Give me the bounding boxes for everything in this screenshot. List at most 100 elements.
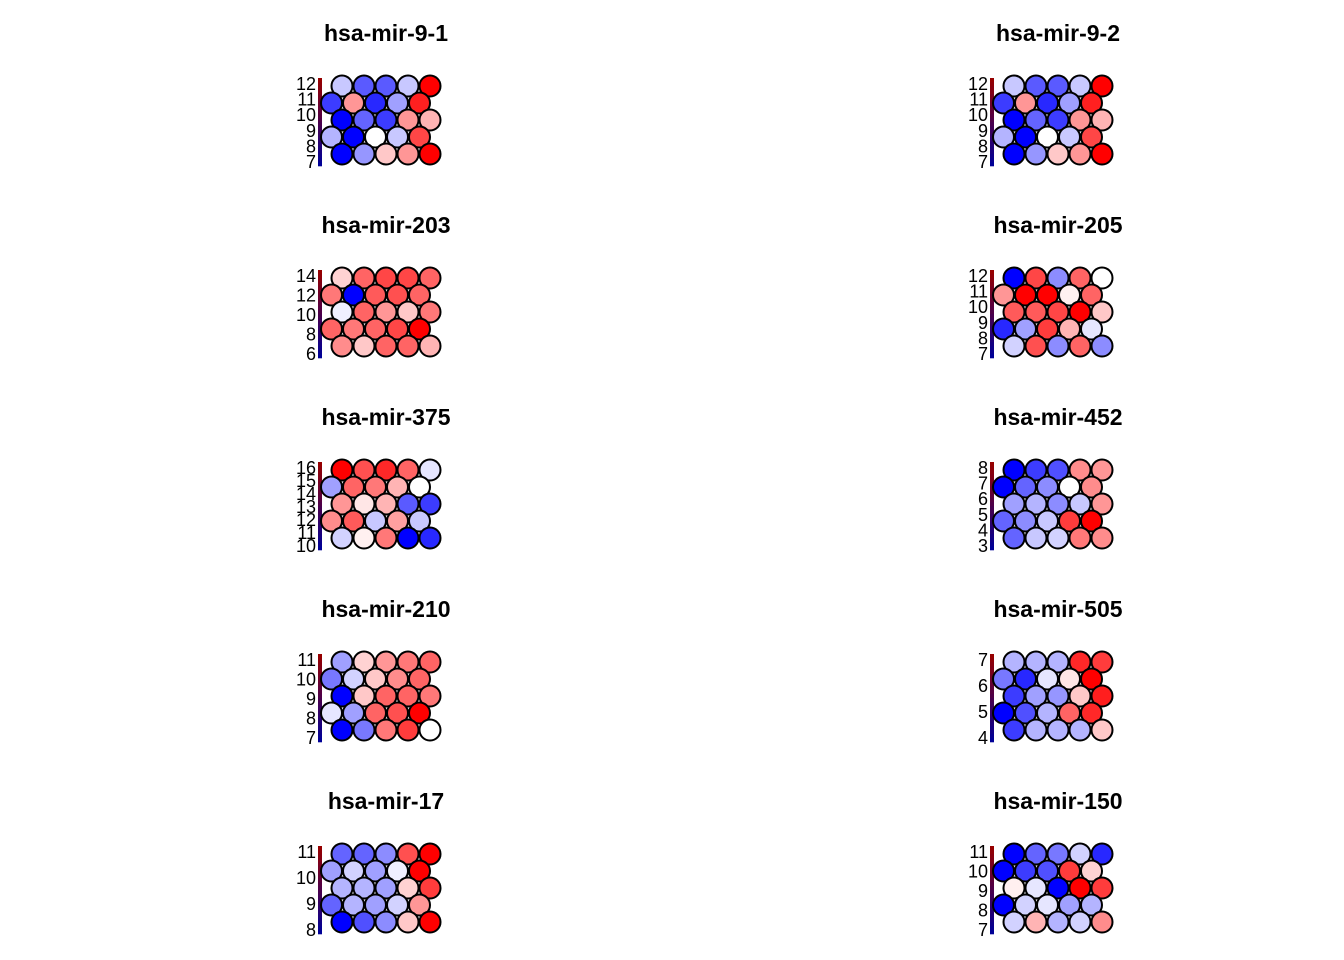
som-node xyxy=(1046,334,1070,358)
som-node xyxy=(374,334,398,358)
color-scale-segment xyxy=(990,930,994,935)
color-scale-segment xyxy=(990,502,994,507)
color-scale-segment xyxy=(990,854,994,859)
color-scale-segment xyxy=(990,922,994,927)
color-scale-segment xyxy=(318,498,322,503)
scale-tick-label: 10 xyxy=(968,105,988,125)
color-scale-segment xyxy=(990,98,994,103)
color-scale-segment xyxy=(990,726,994,731)
color-scale-segment xyxy=(318,462,322,467)
scale-tick-label: 10 xyxy=(296,536,316,556)
color-scale-segment xyxy=(318,722,322,727)
color-scale-segment xyxy=(318,290,322,295)
color-scale-segment xyxy=(318,310,322,315)
color-scale-segment xyxy=(990,518,994,523)
color-scale-segment xyxy=(318,686,322,691)
color-scale-segment xyxy=(318,878,322,883)
som-panel: hsa-mir-9-2 7 8 9 10 11 12 xyxy=(928,0,1188,190)
color-scale-segment xyxy=(318,870,322,875)
som-node xyxy=(418,718,442,742)
color-scale-segment xyxy=(990,338,994,343)
color-scale-segment xyxy=(990,538,994,543)
som-node xyxy=(1002,910,1026,934)
color-scale-segment xyxy=(990,514,994,519)
scale-tick-label: 8 xyxy=(978,901,988,921)
som-node xyxy=(408,509,431,533)
color-scale-segment xyxy=(990,850,994,855)
som-node xyxy=(418,650,442,674)
color-scale-segment xyxy=(318,698,322,703)
color-scale-segment xyxy=(990,878,994,883)
scale-tick-label: 14 xyxy=(296,266,316,286)
som-node xyxy=(1080,317,1103,341)
color-scale-segment xyxy=(318,294,322,299)
color-scale-segment xyxy=(318,302,322,307)
scale-tick-label: 8 xyxy=(306,709,316,729)
som-plot: 4 5 6 7 xyxy=(978,650,1114,748)
color-scale-segment xyxy=(990,290,994,295)
som-panel: hsa-mir-9-1 7 8 9 10 11 12 xyxy=(256,0,516,190)
color-scale-segment xyxy=(990,478,994,483)
som-node xyxy=(1046,718,1070,742)
scale-tick-label: 10 xyxy=(296,105,316,125)
color-scale-segment xyxy=(318,82,322,87)
scale-tick-label: 7 xyxy=(306,152,316,172)
color-scale-segment xyxy=(990,310,994,315)
som-node xyxy=(1002,526,1026,550)
panel-title: hsa-mir-17 xyxy=(327,788,445,814)
color-scale-segment xyxy=(318,706,322,711)
color-scale-segment xyxy=(990,682,994,687)
color-scale-segment xyxy=(318,322,322,327)
som-node xyxy=(374,142,398,166)
scale-tick-label: 7 xyxy=(978,474,988,494)
color-scale-segment xyxy=(990,482,994,487)
som-node xyxy=(408,283,431,307)
color-scale-segment xyxy=(990,82,994,87)
scale-tick-label: 10 xyxy=(296,868,316,888)
scale-tick-label: 16 xyxy=(296,458,316,478)
color-scale-segment xyxy=(990,674,994,679)
color-scale-segment xyxy=(990,154,994,159)
som-node xyxy=(418,910,442,934)
color-scale-segment xyxy=(318,466,322,471)
som-node xyxy=(374,910,398,934)
color-scale-segment xyxy=(318,546,322,551)
som-node xyxy=(330,910,354,934)
color-scale-segment xyxy=(318,858,322,863)
scale-tick-label: 12 xyxy=(296,286,316,306)
som-node xyxy=(418,108,442,132)
som-node xyxy=(1080,475,1103,499)
color-scale-segment xyxy=(318,278,322,283)
color-scale-segment xyxy=(990,282,994,287)
som-node xyxy=(1068,334,1092,358)
color-scale-segment xyxy=(318,730,322,735)
color-scale-segment xyxy=(318,670,322,675)
color-scale-segment xyxy=(990,470,994,475)
color-scale-segment xyxy=(318,514,322,519)
color-scale-segment xyxy=(318,534,322,539)
som-node xyxy=(1090,458,1114,482)
color-scale-segment xyxy=(318,158,322,163)
color-scale-segment xyxy=(990,526,994,531)
scale-tick-label: 9 xyxy=(978,881,988,901)
scale-tick-label: 11 xyxy=(969,282,988,302)
scale-tick-label: 8 xyxy=(306,325,316,345)
color-scale-segment xyxy=(318,862,322,867)
som-node xyxy=(352,718,376,742)
color-scale-segment xyxy=(990,862,994,867)
som-node xyxy=(1080,893,1103,917)
color-scale-segment xyxy=(318,114,322,119)
color-scale-segment xyxy=(318,930,322,935)
color-scale-segment xyxy=(990,330,994,335)
color-scale-segment xyxy=(318,134,322,139)
scale-tick-label: 13 xyxy=(296,497,316,517)
color-scale-segment xyxy=(318,130,322,135)
color-scale-segment xyxy=(990,498,994,503)
scale-tick-label: 9 xyxy=(978,313,988,333)
scale-tick-label: 11 xyxy=(297,90,316,110)
color-scale-segment xyxy=(990,350,994,355)
color-scale-segment xyxy=(318,122,322,127)
panel-title: hsa-mir-375 xyxy=(321,404,451,430)
color-scale-segment xyxy=(990,910,994,915)
color-scale-segment xyxy=(990,462,994,467)
